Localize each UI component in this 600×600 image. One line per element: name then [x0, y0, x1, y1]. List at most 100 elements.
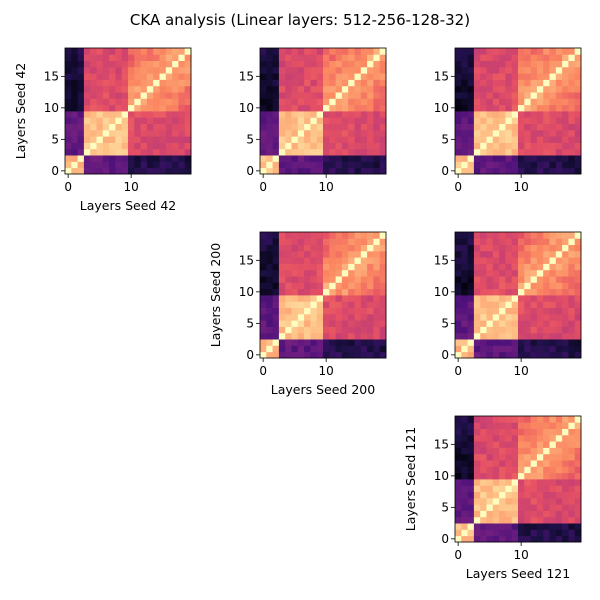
heatmap-cell	[499, 60, 506, 68]
heatmap-cell	[536, 282, 544, 290]
heatmap-cell	[373, 73, 381, 80]
heatmap-cell	[379, 313, 387, 321]
heatmap-cell	[134, 66, 141, 74]
heatmap-cell	[109, 98, 116, 106]
heatmap-cell	[524, 54, 531, 61]
heatmap-cell	[543, 250, 550, 258]
heatmap-cell	[543, 447, 550, 455]
heatmap-cell	[272, 104, 280, 112]
heatmap-cell	[266, 320, 273, 327]
heatmap-cell	[524, 320, 531, 327]
heatmap-cell	[480, 98, 487, 106]
heatmap-cell	[360, 79, 368, 87]
heatmap-cell	[543, 307, 550, 315]
heatmap-cell	[291, 92, 299, 99]
heatmap-cell	[543, 479, 550, 486]
heatmap-cell	[348, 98, 355, 106]
heatmap-cell	[461, 104, 468, 112]
heatmap-cell	[102, 60, 110, 68]
heatmap-cell	[530, 48, 538, 55]
heatmap-cell	[505, 332, 513, 340]
heatmap-cell	[492, 238, 500, 245]
heatmap-cell	[310, 48, 318, 55]
heatmap-cell	[146, 79, 154, 87]
heatmap-cell	[134, 148, 141, 156]
heatmap-cell	[128, 79, 135, 87]
heatmap-cell	[121, 92, 129, 99]
heatmap-cell	[172, 92, 179, 99]
heatmap-cell	[266, 351, 273, 359]
heatmap-cell	[461, 320, 468, 327]
heatmap-cell	[492, 491, 500, 499]
heatmap-cell	[505, 66, 513, 74]
heatmap-cell	[555, 307, 563, 315]
heatmap-cell	[304, 54, 311, 61]
heatmap-cell	[153, 92, 160, 99]
heatmap-cell	[329, 73, 336, 80]
heatmap-cell	[568, 472, 576, 480]
heatmap-cell	[492, 523, 500, 530]
heatmap-cell	[146, 48, 154, 55]
heatmap-cell	[562, 313, 569, 321]
heatmap-cell	[278, 104, 286, 112]
heatmap-cell	[499, 288, 506, 296]
heatmap-cell	[473, 416, 481, 423]
heatmap-cell	[568, 345, 576, 353]
heatmap-cell	[473, 73, 481, 80]
heatmap-cell	[367, 282, 374, 290]
heatmap-cell	[373, 263, 381, 271]
heatmap-cell	[115, 85, 123, 93]
y-tick-label: 15	[434, 69, 449, 83]
heatmap-cell	[278, 313, 286, 321]
heatmap-cell	[492, 466, 500, 474]
heatmap-cell	[492, 434, 500, 442]
heatmap-cell	[96, 161, 104, 169]
heatmap-cell	[543, 244, 550, 252]
heatmap-cell	[536, 92, 544, 99]
heatmap-cell	[574, 129, 582, 137]
heatmap-cell	[518, 345, 525, 353]
heatmap-cell	[373, 250, 381, 258]
y-tick-label: 5	[51, 132, 59, 146]
heatmap-cell	[360, 320, 368, 327]
heatmap-cell	[297, 276, 305, 283]
heatmap-cell	[518, 339, 525, 346]
heatmap-cell	[499, 142, 506, 150]
heatmap-cell	[260, 301, 267, 308]
heatmap-cell	[574, 472, 582, 480]
heatmap-cell	[335, 73, 343, 80]
heatmap-cell	[505, 351, 513, 359]
heatmap-cell	[473, 288, 481, 296]
heatmap-cell	[543, 313, 550, 321]
heatmap-cell	[159, 167, 167, 175]
heatmap-cell	[505, 529, 513, 537]
heatmap-cell	[278, 295, 286, 302]
heatmap-cell	[102, 98, 110, 106]
heatmap-cell	[492, 479, 500, 486]
heatmap-cell	[379, 250, 387, 258]
heatmap-cell	[499, 73, 506, 80]
heatmap-cell	[461, 232, 468, 239]
heatmap-cell	[291, 288, 299, 296]
heatmap-cell	[335, 48, 343, 55]
heatmap-cell	[165, 123, 173, 131]
heatmap-cell	[278, 142, 286, 150]
heatmap-cell	[165, 104, 173, 112]
heatmap-cell	[518, 313, 525, 321]
heatmap-cell	[329, 104, 336, 112]
heatmap-cell	[473, 282, 481, 290]
heatmap-cell	[461, 123, 468, 131]
heatmap-cell	[574, 167, 582, 175]
heatmap-cell	[473, 232, 481, 239]
heatmap-cell	[165, 79, 173, 87]
heatmap-cell	[367, 351, 374, 359]
heatmap-cell	[555, 73, 563, 80]
heatmap-cell	[518, 54, 525, 61]
heatmap-cell	[543, 416, 550, 423]
heatmap-cell	[524, 491, 531, 499]
heatmap-cell	[455, 244, 462, 252]
heatmap-cell	[379, 269, 387, 277]
heatmap-cell	[291, 263, 299, 271]
heatmap-cell	[524, 485, 531, 492]
